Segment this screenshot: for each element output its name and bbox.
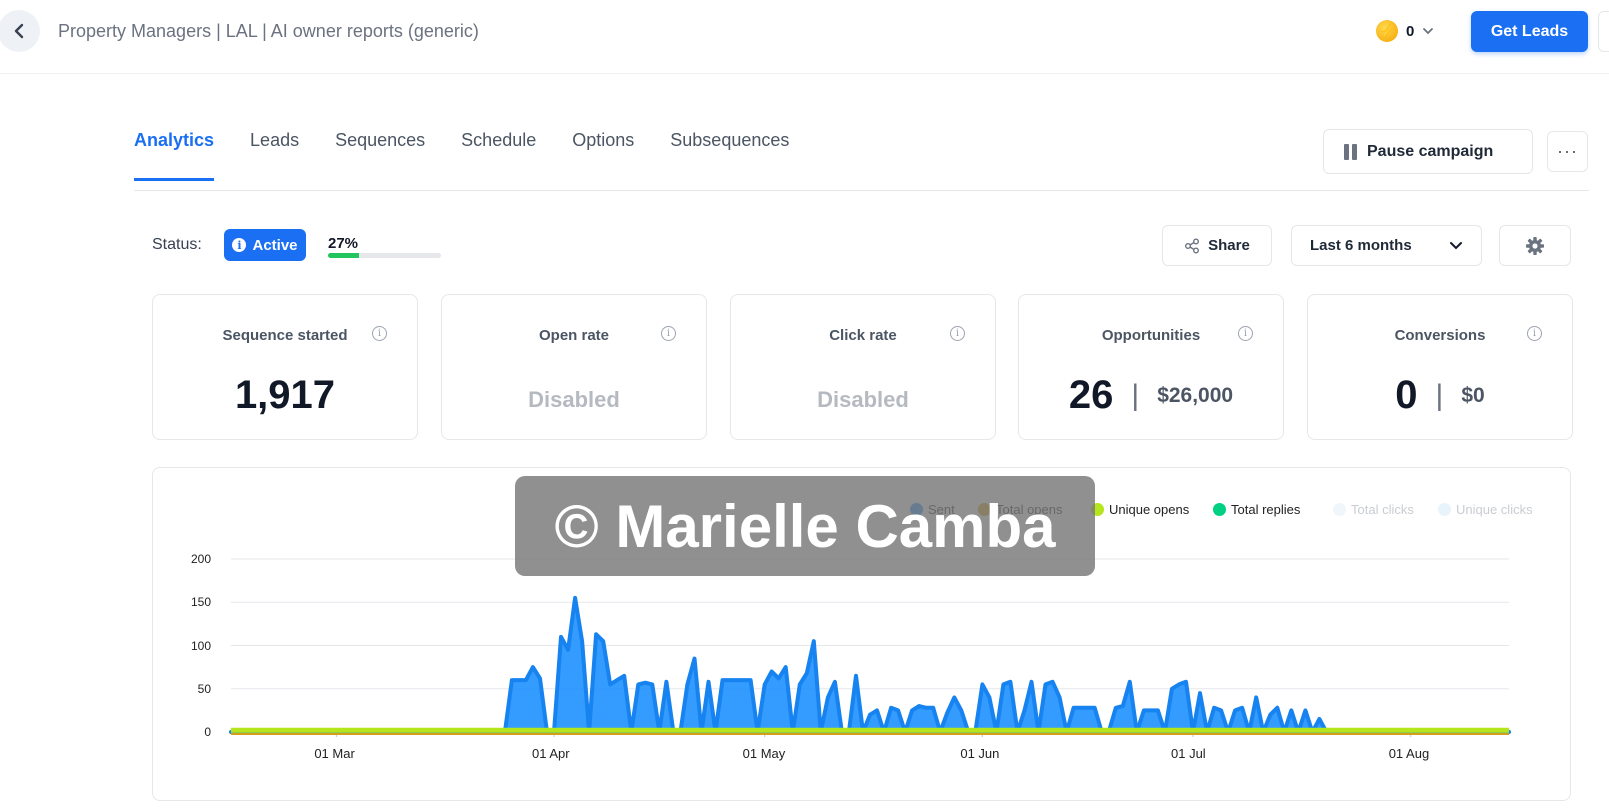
card-title: Opportunities xyxy=(1101,327,1201,344)
card-title: Sequence started xyxy=(222,327,348,344)
x-tick-label: 01 Jun xyxy=(960,746,1000,761)
legend-marker xyxy=(1438,503,1451,516)
tab-sequences[interactable]: Sequences xyxy=(335,130,426,150)
chevron-down-icon xyxy=(1423,28,1434,35)
series-sent-area xyxy=(229,595,1511,734)
y-tick-label: 0 xyxy=(204,725,211,739)
lightning-coin-icon: ⚡ xyxy=(1376,20,1398,42)
card-title: Conversions xyxy=(1394,327,1486,344)
info-icon[interactable]: i xyxy=(661,326,676,341)
top-bar: Property Managers | LAL | AI owner repor… xyxy=(0,0,1609,74)
analytics-chart-card xyxy=(152,467,1571,801)
card-value: 26 xyxy=(1068,373,1114,417)
card-separator: | xyxy=(1131,378,1140,412)
x-tick-label: 01 Aug xyxy=(1388,746,1430,761)
edge-button[interactable] xyxy=(1598,11,1609,52)
gear-icon xyxy=(1526,236,1544,255)
x-tick-label: 01 May xyxy=(742,746,786,761)
tab-schedule[interactable]: Schedule xyxy=(461,130,537,150)
legend-item[interactable]: Total clicks xyxy=(1333,502,1414,517)
tab-leads[interactable]: Leads xyxy=(250,130,300,150)
credits-dropdown[interactable]: ⚡ 0 xyxy=(1376,20,1434,42)
info-icon[interactable]: i xyxy=(372,326,387,341)
pause-campaign-button[interactable]: Pause campaign xyxy=(1323,129,1533,174)
card-conversions: Conversions i 0 | $0 xyxy=(1307,294,1573,440)
status-badge[interactable]: i Active xyxy=(224,229,306,261)
card-sequence-started: Sequence started i 1,917 xyxy=(152,294,418,440)
x-tick-label: 01 Mar xyxy=(314,746,355,761)
info-icon[interactable]: i xyxy=(1238,326,1253,341)
x-tick-label: 01 Apr xyxy=(532,746,570,761)
chevron-left-icon xyxy=(14,23,24,39)
pause-icon xyxy=(1344,143,1357,160)
legend-marker xyxy=(1333,503,1346,516)
card-sub-value: $0 xyxy=(1461,383,1485,407)
date-range-value: Last 6 months xyxy=(1310,237,1412,254)
y-tick-label: 50 xyxy=(197,681,211,696)
back-button[interactable] xyxy=(0,10,40,52)
tab-analytics[interactable]: Analytics xyxy=(134,130,215,181)
legend-item[interactable]: Unique clicks xyxy=(1438,502,1533,517)
info-icon[interactable]: i xyxy=(950,326,965,341)
legend-label: Unique clicks xyxy=(1456,502,1533,517)
card-open-rate: Open rate i Disabled xyxy=(441,294,707,440)
share-label: Share xyxy=(1208,237,1250,254)
progress-fill xyxy=(328,253,359,258)
legend-marker xyxy=(1213,503,1226,516)
tab-subsequences[interactable]: Subsequences xyxy=(670,130,790,150)
chart-settings-button[interactable] xyxy=(1499,225,1571,266)
progress-percent: 27% xyxy=(328,235,359,252)
card-value: Disabled xyxy=(528,387,620,412)
x-tick-label: 01 Jul xyxy=(1171,746,1206,761)
pause-campaign-label: Pause campaign xyxy=(1367,142,1494,160)
status-label: Status: xyxy=(152,236,202,253)
card-value: Disabled xyxy=(817,387,909,412)
legend-label: Unique opens xyxy=(1109,502,1190,517)
share-icon xyxy=(1185,238,1200,253)
card-click-rate: Click rate i Disabled xyxy=(730,294,996,440)
share-button[interactable]: Share xyxy=(1162,225,1272,266)
y-tick-label: 200 xyxy=(190,552,211,566)
watermark: © Marielle Camba xyxy=(515,476,1095,576)
date-range-select[interactable]: Last 6 months xyxy=(1291,225,1482,266)
info-icon[interactable]: i xyxy=(1527,326,1542,341)
card-opportunities: Opportunities i 26 | $26,000 xyxy=(1018,294,1284,440)
legend-item[interactable]: Total replies xyxy=(1213,502,1300,517)
status-badge-label: Active xyxy=(252,236,298,254)
credits-count: 0 xyxy=(1406,22,1415,40)
card-value: 0 xyxy=(1395,373,1418,417)
info-icon: i xyxy=(232,238,247,252)
legend-label: Total clicks xyxy=(1351,502,1414,517)
card-sub-value: $26,000 xyxy=(1157,383,1234,407)
y-tick-label: 100 xyxy=(190,638,211,653)
campaign-breadcrumb: Property Managers | LAL | AI owner repor… xyxy=(58,21,479,41)
card-value: 1,917 xyxy=(234,373,336,417)
tabs-divider xyxy=(134,190,1589,191)
y-tick-label: 150 xyxy=(190,595,211,610)
legend-label: Total replies xyxy=(1231,502,1301,517)
get-leads-button[interactable]: Get Leads xyxy=(1471,11,1588,52)
tab-options[interactable]: Options xyxy=(572,130,635,150)
chevron-down-icon xyxy=(1450,242,1462,250)
more-options-button[interactable]: ··· xyxy=(1547,131,1588,172)
progress-bar xyxy=(328,253,441,258)
card-title: Open rate xyxy=(538,327,610,344)
campaign-tabs: Analytics Leads Sequences Schedule Optio… xyxy=(134,130,825,181)
card-title: Click rate xyxy=(829,327,897,344)
card-separator: | xyxy=(1435,378,1444,412)
